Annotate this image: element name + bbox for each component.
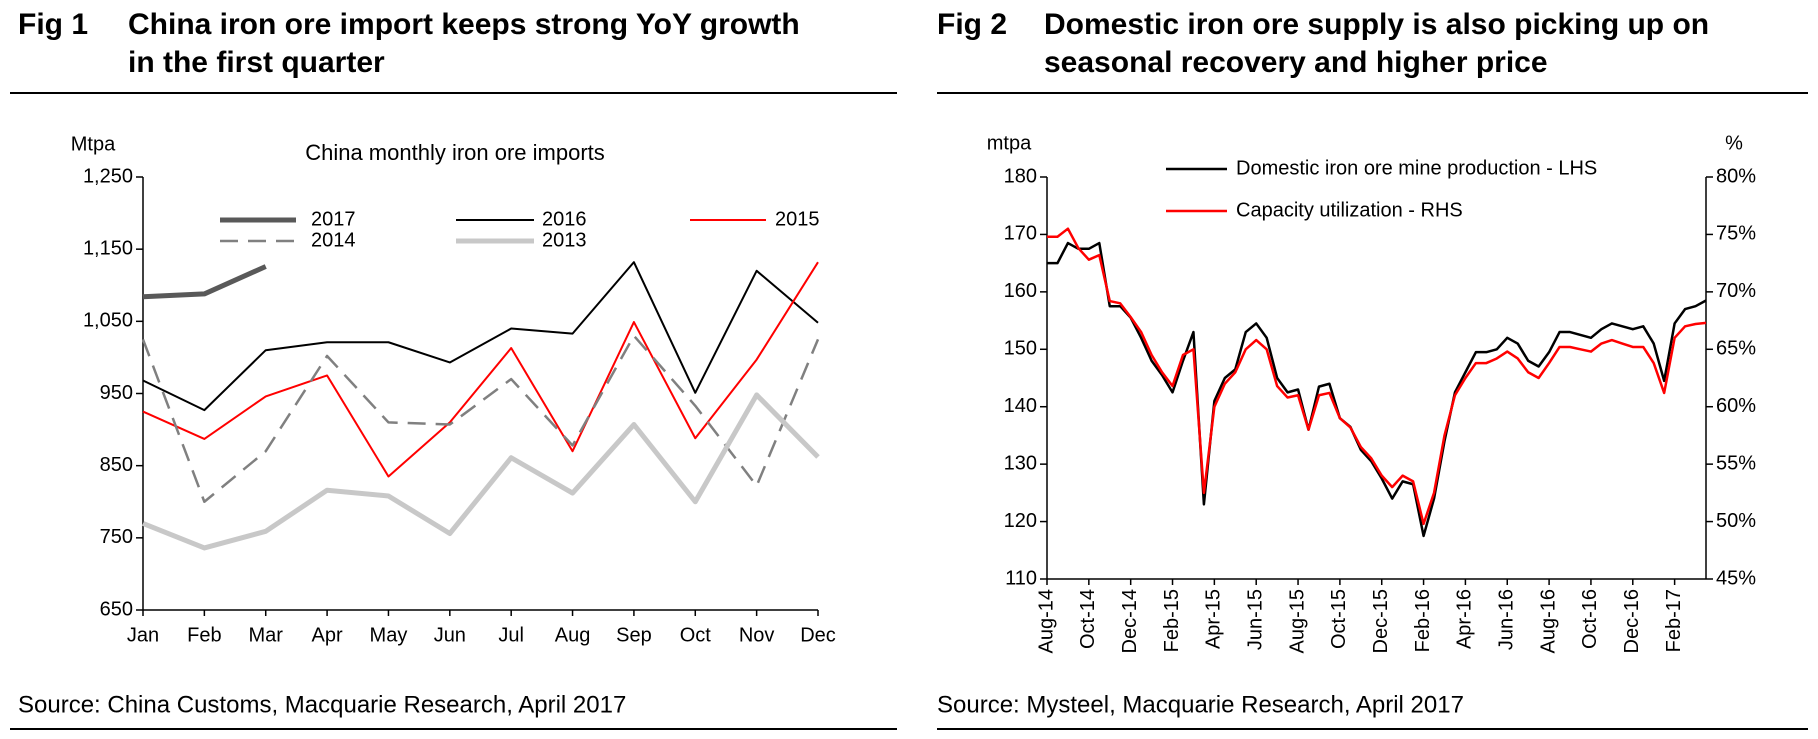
y-tick-label: 130 <box>1004 452 1037 474</box>
chart-title: China monthly iron ore imports <box>305 140 605 165</box>
x-tick-label: Oct-15 <box>1328 589 1350 649</box>
figure-heading: in the first quarter <box>128 46 385 79</box>
legend-label: 2017 <box>311 208 356 230</box>
y-tick-label: 120 <box>1004 510 1037 532</box>
legend-label: 2013 <box>542 229 587 251</box>
y2-tick-label: 50% <box>1716 510 1756 532</box>
y-axis-label: Mtpa <box>71 133 116 155</box>
y2-tick-label: 55% <box>1716 452 1756 474</box>
legend-label: 2015 <box>775 208 820 230</box>
x-tick-label: Feb-15 <box>1161 589 1183 652</box>
y-tick-label: 850 <box>100 454 133 476</box>
legend-label: 2014 <box>311 229 356 251</box>
x-tick-label: Dec-15 <box>1370 589 1392 653</box>
x-tick-label: May <box>370 624 408 646</box>
x-tick-label: Oct-16 <box>1579 589 1601 649</box>
x-tick-label: Apr <box>312 624 343 646</box>
x-tick-label: Feb-17 <box>1663 589 1685 652</box>
x-tick-label: Jan <box>127 624 159 646</box>
series-line <box>142 392 820 551</box>
y-tick-label: 950 <box>100 382 133 404</box>
x-tick-label: Dec-16 <box>1621 589 1643 653</box>
x-tick-label: Feb-16 <box>1412 589 1434 652</box>
series-line <box>142 261 819 478</box>
y2-tick-label: 70% <box>1716 280 1756 302</box>
y-tick-label: 110 <box>1005 567 1037 589</box>
y-tick-label: 170 <box>1004 223 1037 245</box>
y2-tick-label: 80% <box>1716 165 1756 187</box>
x-tick-label: Apr-15 <box>1203 589 1225 649</box>
legend-label: 2016 <box>542 208 587 230</box>
source-note: Source: China Customs, Macquarie Researc… <box>18 691 626 718</box>
y-tick-label: 750 <box>100 526 133 548</box>
x-tick-label: Aug-14 <box>1035 589 1057 654</box>
x-tick-label: Aug-15 <box>1286 589 1308 654</box>
y2-axis-label: % <box>1725 132 1743 154</box>
x-tick-label: Nov <box>739 624 775 646</box>
figure-label: Fig 2 <box>937 8 1007 41</box>
x-tick-label: Mar <box>249 624 284 646</box>
x-tick-label: Oct <box>680 624 712 646</box>
y-tick-label: 150 <box>1004 338 1037 360</box>
series-line <box>1047 241 1707 538</box>
y-tick-label: 1,250 <box>83 165 133 187</box>
legend-label: Capacity utilization - RHS <box>1236 199 1463 221</box>
y-axis-label: mtpa <box>987 132 1032 154</box>
x-tick-label: Dec <box>800 624 836 646</box>
y2-tick-label: 45% <box>1716 567 1756 589</box>
x-tick-label: Feb <box>187 624 221 646</box>
y2-tick-label: 75% <box>1716 223 1756 245</box>
x-tick-label: Sep <box>616 624 652 646</box>
figure-heading: Domestic iron ore supply is also picking… <box>1044 8 1709 41</box>
series-line <box>141 334 820 503</box>
y-tick-label: 650 <box>100 598 133 620</box>
y-tick-label: 140 <box>1004 395 1037 417</box>
x-tick-label: Aug-16 <box>1537 589 1559 654</box>
x-tick-label: Jun-15 <box>1244 589 1266 650</box>
figure-heading: seasonal recovery and higher price <box>1044 46 1548 79</box>
x-tick-label: Aug <box>555 624 591 646</box>
x-tick-label: Oct-14 <box>1077 589 1099 649</box>
y-tick-label: 1,050 <box>83 310 133 332</box>
series-line <box>142 261 819 412</box>
x-tick-label: Apr-16 <box>1454 589 1476 649</box>
series-line <box>142 264 267 300</box>
y-tick-label: 160 <box>1004 280 1037 302</box>
y2-tick-label: 65% <box>1716 338 1756 360</box>
x-tick-label: Jul <box>498 624 524 646</box>
y-tick-label: 1,150 <box>83 237 133 259</box>
legend-label: Domestic iron ore mine production - LHS <box>1236 157 1597 179</box>
y2-tick-label: 60% <box>1716 395 1756 417</box>
source-note: Source: Mysteel, Macquarie Research, Apr… <box>937 691 1464 718</box>
figure-heading: China iron ore import keeps strong YoY g… <box>128 8 800 41</box>
y-tick-label: 180 <box>1004 165 1037 187</box>
x-tick-label: Jun-16 <box>1496 589 1518 650</box>
series-line <box>1047 227 1707 526</box>
x-tick-label: Dec-14 <box>1119 589 1141 653</box>
x-tick-label: Jun <box>434 624 466 646</box>
figure-label: Fig 1 <box>18 8 88 41</box>
